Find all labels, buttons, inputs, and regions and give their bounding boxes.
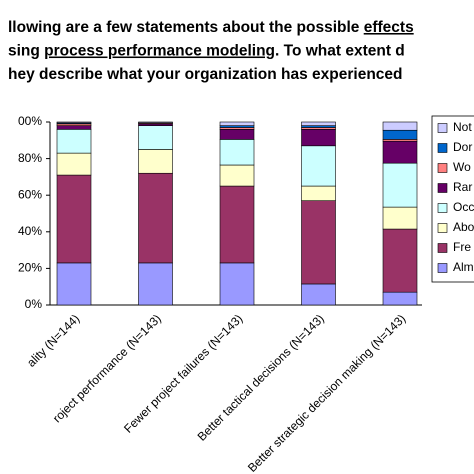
legend-label: Rar [453, 180, 472, 194]
bar-segment [301, 145, 336, 187]
bar-segment [138, 262, 173, 306]
title-segment: llowing are a few statements about the p… [8, 19, 364, 36]
legend-label: Dor [453, 140, 472, 154]
bar-segment [219, 262, 255, 306]
bar-segment [301, 129, 336, 147]
legend-label: Alm [453, 260, 474, 274]
bar-segment [56, 129, 92, 154]
bar-segment [301, 200, 336, 285]
bar-segment [56, 125, 92, 130]
bar-segment [301, 121, 336, 126]
y-tick-label: 20% [18, 261, 42, 275]
title-segment: effects [364, 19, 414, 36]
legend-swatch [437, 183, 448, 193]
legend-label: Not [453, 120, 472, 134]
x-tick-label: Better strategic decision making (N=143) [245, 311, 408, 474]
chart-title: llowing are a few statements about the p… [8, 19, 414, 36]
bar-segment [219, 185, 255, 264]
legend-swatch [437, 243, 448, 253]
bar-segment [56, 121, 92, 124]
bar-segment [382, 228, 418, 293]
legend-swatch [437, 123, 448, 133]
bar-segment [219, 164, 255, 187]
bar-segment [301, 283, 336, 306]
bar-segment [219, 129, 255, 140]
title-segment: process performance modeling [44, 43, 275, 60]
title-segment: sing [8, 43, 44, 60]
bar-segment [56, 262, 92, 306]
legend-label: Wo [453, 160, 471, 174]
bar-segment [219, 121, 255, 126]
legend-swatch [437, 203, 448, 213]
bar-segment [56, 152, 92, 176]
chart-title: sing process performance modeling. To wh… [8, 43, 405, 60]
legend-swatch [437, 163, 448, 173]
bar-segment [138, 121, 173, 124]
bar-segment [382, 291, 418, 306]
bar-segment [382, 162, 418, 208]
bar-segment [56, 174, 92, 264]
legend-swatch [437, 143, 448, 153]
bar-segment [138, 149, 173, 174]
bar-segment [301, 185, 336, 201]
legend-swatch [437, 223, 448, 233]
bar-segment [382, 129, 418, 140]
legend-swatch [437, 263, 448, 273]
legend-label: Fre [453, 240, 471, 254]
y-tick-label: 0% [25, 297, 43, 311]
bar-segment [219, 139, 255, 166]
bar-segment [382, 140, 418, 164]
bar-segment [138, 172, 173, 264]
y-tick-label: 80% [18, 151, 42, 165]
bar-segment [382, 206, 418, 230]
y-tick-label: 40% [18, 224, 42, 238]
y-tick-label: 60% [18, 187, 42, 201]
legend-label: Abo [453, 220, 474, 234]
chart-title: hey describe what your organization has … [8, 66, 403, 83]
bar-segment [382, 121, 418, 131]
title-segment: hey describe what your organization has … [8, 66, 403, 83]
y-tick-label: 00% [18, 114, 42, 128]
legend-label: Occ [453, 200, 474, 214]
bar-segment [138, 125, 173, 150]
title-segment: . To what extent d [275, 43, 405, 60]
x-tick-label: ality (N=144) [24, 311, 82, 369]
